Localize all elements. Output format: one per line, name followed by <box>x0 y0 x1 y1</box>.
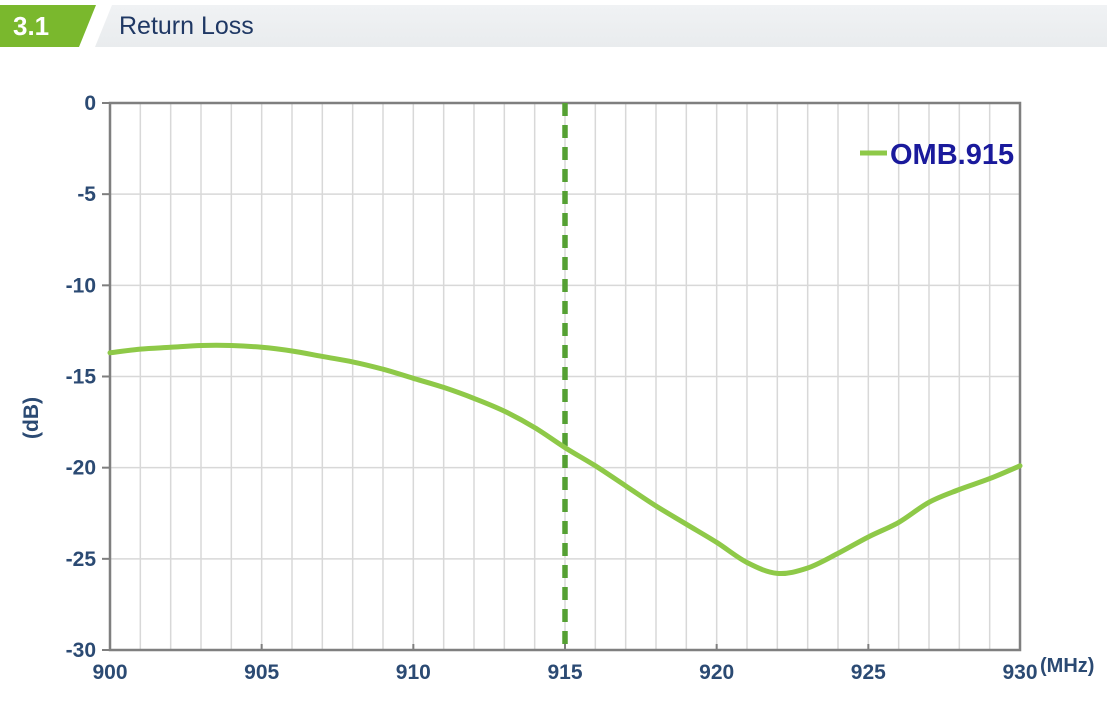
axis-ticks <box>102 102 1021 651</box>
section-number: 3.1 <box>13 10 50 41</box>
y-tick-label: -20 <box>66 457 96 480</box>
y-tick-label: -30 <box>66 639 96 662</box>
x-tick-label: 930 <box>1002 661 1037 684</box>
section-header-bar <box>95 5 1107 47</box>
return-loss-chart: OMB.915 900 905 910 915 920 925 930 0 -5 -10 -15 -20… <box>20 92 1094 684</box>
legend: OMB.915 <box>860 139 1014 171</box>
x-tick-label: 900 <box>92 661 127 684</box>
x-axis-unit-label: (MHz) <box>1040 655 1094 677</box>
x-axis-labels: 900 905 910 915 920 925 930 <box>92 661 1037 684</box>
y-tick-label: 0 <box>84 92 96 115</box>
legend-label: OMB.915 <box>890 139 1014 171</box>
section-title: Return Loss <box>119 11 254 40</box>
x-tick-label: 905 <box>244 661 279 684</box>
series-curve-omb915 <box>107 342 1023 577</box>
x-tick-label: 920 <box>699 661 734 684</box>
section-header: 3.1 Return Loss <box>0 5 1107 47</box>
y-tick-label: -5 <box>77 183 96 206</box>
y-tick-label: -10 <box>66 274 96 297</box>
x-tick-label: 910 <box>396 661 431 684</box>
y-tick-label: -25 <box>66 548 97 571</box>
y-axis-unit-label: (dB) <box>20 397 43 439</box>
x-tick-label: 915 <box>547 661 582 684</box>
section-number-badge: 3.1 <box>0 5 96 47</box>
y-tick-label: -15 <box>66 366 97 389</box>
y-axis-labels: 0 -5 -10 -15 -20 -25 -30 <box>66 92 97 662</box>
x-tick-label: 925 <box>851 661 886 684</box>
